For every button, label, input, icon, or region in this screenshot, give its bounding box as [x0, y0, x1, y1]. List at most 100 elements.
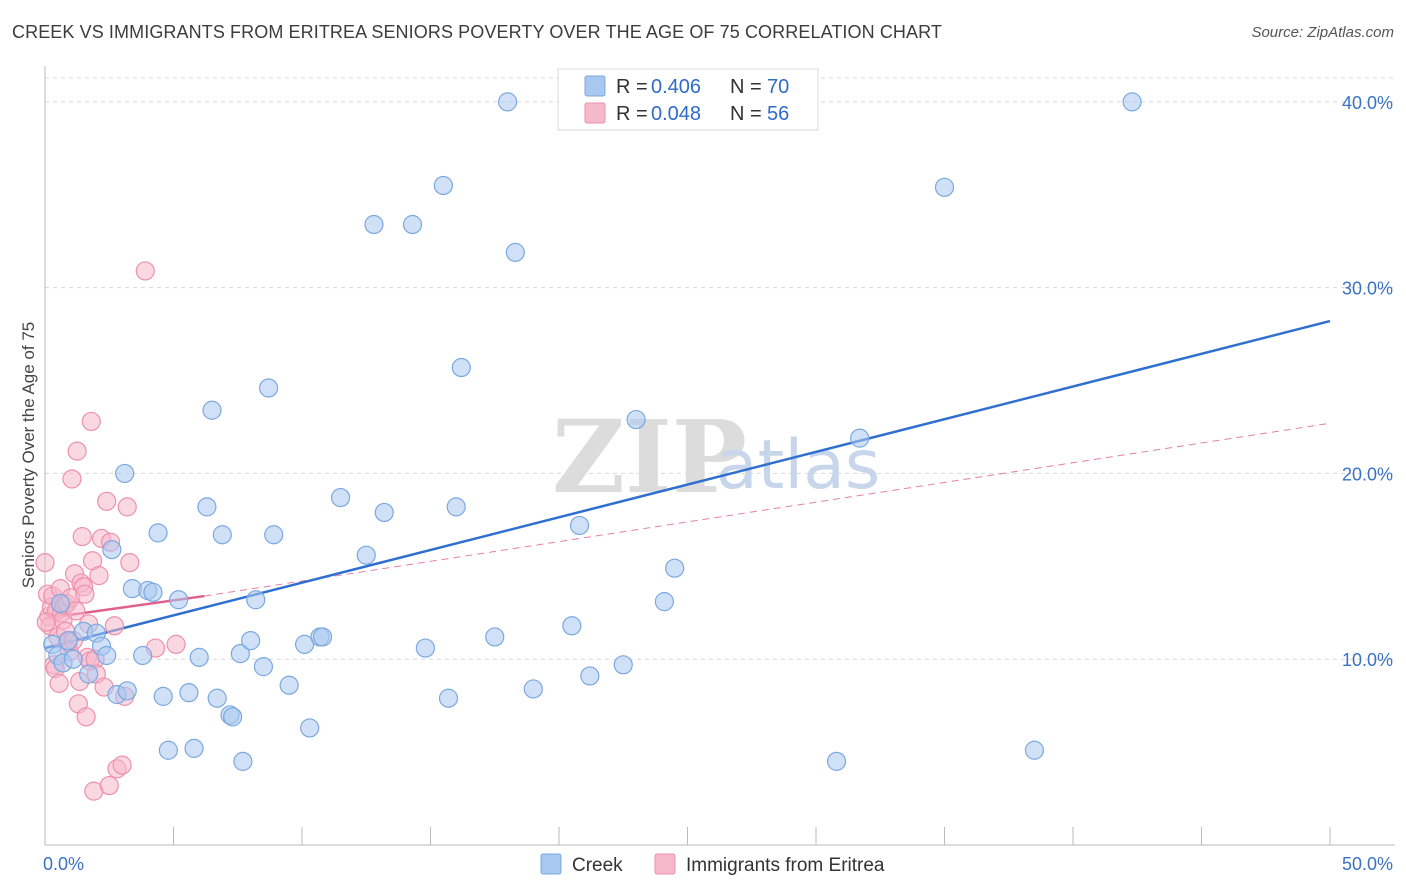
creek-point: [613, 655, 633, 675]
eritrea-point: [66, 601, 86, 621]
creek-point: [498, 92, 518, 112]
y-tick-label: 40.0%: [1342, 93, 1393, 113]
eritrea-point: [117, 497, 137, 517]
watermark: ZIP atlas: [552, 398, 880, 516]
trend-lines: [44, 319, 1331, 650]
creek-point: [451, 357, 471, 378]
creek-point: [1122, 92, 1142, 112]
creek-point: [402, 214, 423, 235]
creek-point: [300, 718, 320, 738]
creek-point: [207, 688, 227, 708]
creek-point: [330, 487, 351, 508]
y-tick-label: 10.0%: [1342, 650, 1393, 670]
axes: [44, 66, 1395, 846]
creek-point: [102, 540, 122, 560]
y-axis-title: Seniors Poverty Over the Age of 75: [19, 322, 38, 588]
creek-points: [43, 92, 1142, 771]
legend-creek-swatch: [584, 75, 606, 97]
eritrea-point: [72, 526, 92, 547]
y-tick-label: 20.0%: [1342, 464, 1393, 484]
creek-point: [279, 675, 299, 695]
eritrea-point: [166, 634, 186, 654]
x-tick-label-max: 50.0%: [1342, 854, 1393, 874]
legend-creek-r-label: R =: [616, 76, 648, 98]
creek-point: [97, 645, 117, 666]
creek-point: [562, 616, 582, 636]
creek-point: [233, 751, 253, 771]
eritrea-point: [75, 584, 95, 604]
eritrea-point: [97, 491, 117, 511]
tick-labels: 10.0% 20.0% 30.0% 40.0% 0.0% 50.0%: [43, 93, 1393, 874]
source-label: Source: ZipAtlas.com: [1251, 24, 1394, 41]
eritrea-point: [89, 566, 109, 586]
legend-creek-r-value: 0.406: [651, 76, 701, 98]
creek-point: [1024, 740, 1045, 760]
creek-point: [569, 515, 590, 536]
creek-point: [148, 523, 168, 543]
creek-point: [117, 681, 137, 701]
creek-trend-line: [44, 319, 1331, 650]
eritrea-point: [62, 469, 82, 489]
creek-point: [312, 627, 333, 647]
creek-point: [364, 214, 384, 235]
bottom-legend-creek-swatch: [540, 853, 562, 875]
bottom-legend-eritrea-label: Immigrants from Eritrea: [686, 855, 885, 876]
creek-point: [153, 686, 173, 706]
legend-eritrea-swatch: [584, 102, 606, 124]
creek-point: [654, 592, 674, 612]
creek-point: [826, 751, 847, 771]
eritrea-point: [104, 616, 124, 636]
bottom-legend-eritrea-swatch: [654, 853, 676, 875]
eritrea-point: [35, 553, 55, 573]
eritrea-point: [99, 775, 119, 796]
creek-point: [197, 497, 217, 517]
creek-point: [115, 463, 135, 484]
eritrea-point: [49, 673, 69, 693]
legend-eritrea-n-value: 56: [767, 103, 789, 125]
bottom-legend-creek-label: Creek: [572, 855, 623, 876]
creek-point: [258, 378, 279, 398]
creek-point: [246, 590, 266, 610]
creek-point: [374, 502, 394, 523]
x-tick-label-min: 0.0%: [43, 854, 84, 874]
creek-point: [58, 631, 78, 651]
top-legend: R = 0.406 N = 70 R = 0.048 N = 56: [557, 68, 819, 131]
creek-point: [253, 657, 274, 677]
creek-point: [415, 638, 435, 658]
eritrea-point: [36, 612, 56, 632]
bottom-legend: Creek Immigrants from Eritrea: [540, 853, 885, 876]
creek-point: [189, 647, 209, 667]
creek-point: [294, 634, 315, 654]
legend-eritrea-r-value: 0.048: [651, 103, 701, 125]
creek-point: [433, 175, 453, 196]
legend-creek-n-label: N =: [730, 76, 762, 98]
creek-point: [169, 590, 189, 610]
legend-eritrea-r-label: R =: [616, 103, 648, 125]
creek-point: [230, 644, 250, 664]
creek-point: [179, 683, 199, 703]
creek-point: [485, 627, 505, 647]
legend-eritrea-n-label: N =: [730, 103, 762, 125]
creek-point: [264, 525, 284, 545]
creek-point: [143, 582, 163, 602]
creek-point: [934, 177, 955, 197]
creek-point: [446, 497, 466, 517]
creek-point: [580, 666, 600, 686]
creek-point: [356, 545, 376, 565]
creek-point: [63, 649, 83, 669]
creek-point: [850, 428, 870, 448]
creek-point: [523, 679, 543, 699]
eritrea-point: [76, 707, 96, 727]
creek-point: [79, 664, 99, 684]
y-tick-label: 30.0%: [1342, 279, 1393, 299]
creek-point: [184, 738, 204, 758]
creek-point: [202, 400, 222, 420]
creek-point: [158, 740, 178, 760]
eritrea-point: [67, 441, 87, 461]
creek-point: [626, 409, 646, 430]
creek-point: [50, 593, 71, 614]
creek-point: [133, 645, 153, 666]
eritrea-trend-extension: [204, 422, 1331, 597]
watermark-zip: ZIP: [552, 398, 747, 516]
